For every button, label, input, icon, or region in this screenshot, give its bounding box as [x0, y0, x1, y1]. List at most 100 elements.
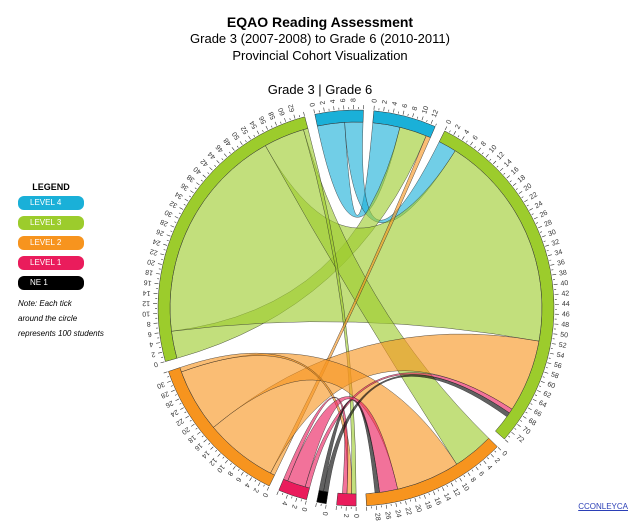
- tick-label: 0: [261, 492, 269, 499]
- tick-label: 4: [243, 481, 251, 488]
- tick-mark: [457, 135, 460, 138]
- tick-label: 42: [200, 157, 211, 168]
- tick-mark: [179, 403, 182, 405]
- tick-mark: [163, 249, 166, 251]
- axis-label: Grade 3 | Grade 6: [267, 82, 373, 97]
- tick-label: 64: [537, 400, 547, 410]
- arc-g3_L1[interactable]: [278, 478, 310, 501]
- tick-mark: [156, 342, 161, 344]
- arc-g3_NE1[interactable]: [316, 489, 329, 505]
- tick-label: 44: [207, 150, 218, 161]
- tick-label: 2: [454, 124, 462, 131]
- tick-mark: [178, 212, 181, 215]
- arc-g6_L3[interactable]: [438, 130, 555, 440]
- chart-title: EQAO Reading Assessment: [226, 14, 414, 30]
- tick-mark: [189, 195, 192, 198]
- legend-note-line: represents 100 students: [18, 329, 104, 338]
- arc-g6_L1[interactable]: [336, 492, 357, 507]
- tick-label: 8: [469, 477, 477, 484]
- tick-mark: [248, 135, 251, 140]
- tick-mark: [435, 123, 437, 126]
- tick-label: 2: [382, 100, 389, 105]
- tick-mark: [539, 231, 543, 233]
- tick-mark: [538, 226, 542, 229]
- tick-label: 54: [249, 119, 259, 129]
- tick-label: 48: [561, 321, 569, 329]
- tick-mark: [550, 264, 555, 266]
- tick-label: 28: [543, 219, 553, 229]
- tick-mark: [160, 253, 165, 256]
- tick-mark: [305, 500, 307, 505]
- tick-label: 4: [485, 464, 493, 472]
- tick-label: 22: [529, 191, 539, 201]
- tick-mark: [224, 459, 228, 464]
- tick-label: 4: [280, 500, 288, 506]
- tick-mark: [455, 480, 457, 483]
- tick-mark: [175, 398, 180, 402]
- arc-g3_L4[interactable]: [314, 109, 364, 127]
- tick-mark: [170, 225, 175, 228]
- tick-label: 40: [560, 280, 569, 288]
- tick-label: 32: [169, 199, 179, 209]
- tick-mark: [423, 494, 426, 499]
- legend-item-level-4[interactable]: LEVEL 4: [18, 196, 84, 210]
- tick-label: 8: [480, 140, 488, 147]
- tick-mark: [195, 427, 198, 430]
- tick-mark: [494, 450, 497, 453]
- tick-label: 34: [554, 249, 563, 258]
- tick-mark: [313, 109, 315, 114]
- credit-link[interactable]: CCONLEYCA: [578, 502, 628, 511]
- tick-mark: [407, 113, 409, 116]
- tick-mark: [506, 175, 511, 179]
- tick-mark: [196, 182, 200, 186]
- tick-mark: [509, 180, 512, 183]
- arc-g3_L3[interactable]: [157, 116, 309, 362]
- tick-mark: [459, 477, 462, 482]
- tick-label: 52: [558, 342, 567, 350]
- tick-mark: [419, 496, 421, 499]
- legend-item-level-3[interactable]: LEVEL 3: [18, 216, 84, 230]
- legend-item-ne-1[interactable]: NE 1: [18, 276, 84, 290]
- tick-label: 0: [445, 119, 453, 126]
- arc-g6_L2[interactable]: [365, 437, 498, 506]
- tick-label: 2: [493, 457, 501, 465]
- tick-mark: [481, 152, 484, 155]
- tick-mark: [229, 151, 231, 154]
- tick-label: 48: [223, 136, 233, 147]
- legend-item-level-2[interactable]: LEVEL 2: [18, 236, 84, 250]
- tick-label: 8: [226, 470, 234, 477]
- tick-label: 8: [350, 98, 357, 102]
- tick-mark: [517, 424, 521, 427]
- tick-mark: [253, 134, 255, 137]
- tick-label: 12: [207, 456, 218, 467]
- tick-label: 16: [433, 497, 443, 507]
- legend-note: Note: Each tick around the circle repres…: [18, 296, 118, 341]
- tick-mark: [545, 244, 550, 247]
- tick-label: 72: [515, 434, 526, 444]
- tick-mark: [549, 352, 554, 355]
- tick-mark: [540, 381, 545, 384]
- tick-mark: [511, 431, 515, 435]
- tick-mark: [552, 273, 557, 276]
- arc-g3_L2[interactable]: [168, 367, 275, 487]
- tick-mark: [479, 463, 482, 466]
- tick-label: 2: [319, 100, 327, 105]
- tick-mark: [323, 107, 325, 112]
- tick-label: 8: [146, 320, 151, 327]
- tick-mark: [208, 442, 211, 445]
- tick-label: 34: [174, 190, 184, 200]
- tick-label: 4: [463, 129, 471, 136]
- tick-mark: [430, 119, 433, 124]
- arc-g6_L4[interactable]: [372, 110, 436, 138]
- tick-mark: [174, 394, 177, 396]
- tick-label: 30: [164, 208, 174, 218]
- tick-label: 30: [156, 380, 166, 389]
- tick-label: 58: [550, 371, 560, 380]
- tick-mark: [395, 502, 397, 507]
- tick-label: 6: [147, 330, 152, 337]
- tick-mark: [503, 172, 506, 175]
- legend-item-level-1[interactable]: LEVEL 1: [18, 256, 84, 270]
- tick-mark: [222, 456, 225, 459]
- tick-mark: [444, 126, 448, 131]
- tick-label: 14: [200, 449, 211, 460]
